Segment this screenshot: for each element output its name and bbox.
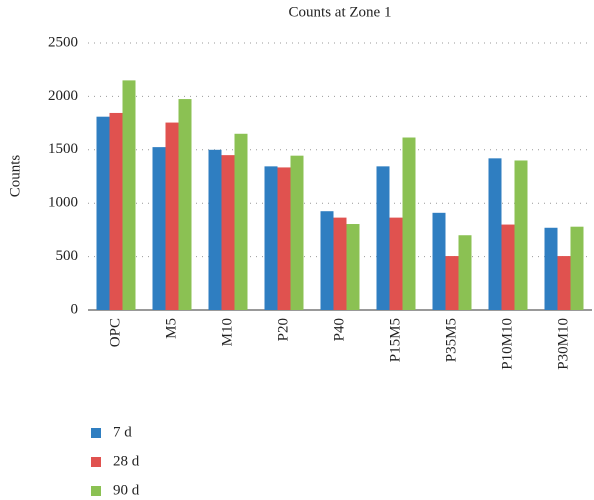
bar	[458, 235, 472, 310]
legend-label: 28 d	[113, 453, 140, 469]
bar	[109, 112, 123, 310]
y-axis-label: Counts	[7, 155, 23, 198]
bar	[264, 166, 278, 310]
chart-title: Counts at Zone 1	[289, 4, 392, 20]
bar	[389, 217, 403, 310]
bar	[122, 80, 136, 310]
bar	[376, 166, 390, 310]
bar	[557, 256, 571, 310]
y-tick-label: 2000	[48, 88, 78, 104]
x-tick-label: P20	[275, 318, 291, 341]
legend-label: 7 d	[113, 424, 132, 440]
x-tick-label: P35M5	[443, 318, 459, 362]
bar	[320, 211, 334, 310]
legend-label: 90 d	[113, 482, 140, 498]
bar	[178, 99, 192, 310]
legend-swatch	[91, 428, 101, 438]
x-tick-label: P15M5	[387, 318, 403, 362]
y-tick-label: 1000	[48, 195, 78, 211]
bar	[544, 227, 558, 310]
x-tick-label: P40	[331, 318, 347, 341]
bar	[234, 133, 248, 310]
x-tick-label: OPC	[107, 318, 123, 347]
y-tick-label: 1500	[48, 141, 78, 157]
bar	[445, 256, 459, 310]
bar	[290, 155, 304, 310]
x-tick-label: P10M10	[499, 318, 515, 370]
bar	[221, 155, 235, 310]
y-tick-label: 500	[56, 248, 79, 264]
bar	[277, 167, 291, 310]
bar	[346, 224, 360, 310]
x-tick-label: M5	[163, 318, 179, 339]
bar	[514, 160, 528, 310]
bar	[96, 116, 110, 310]
bar	[208, 149, 222, 310]
bar	[501, 224, 515, 310]
bar	[165, 122, 179, 310]
bar	[570, 226, 584, 310]
bar	[402, 137, 416, 310]
x-tick-label: M10	[219, 318, 235, 346]
bar	[432, 212, 446, 310]
legend-swatch	[91, 486, 101, 496]
bar	[488, 158, 502, 310]
y-tick-label: 0	[71, 301, 79, 317]
legend-swatch	[91, 457, 101, 467]
y-tick-label: 2500	[48, 34, 78, 50]
bar	[152, 147, 166, 310]
x-tick-label: P30M10	[555, 318, 571, 370]
bar	[333, 217, 347, 310]
